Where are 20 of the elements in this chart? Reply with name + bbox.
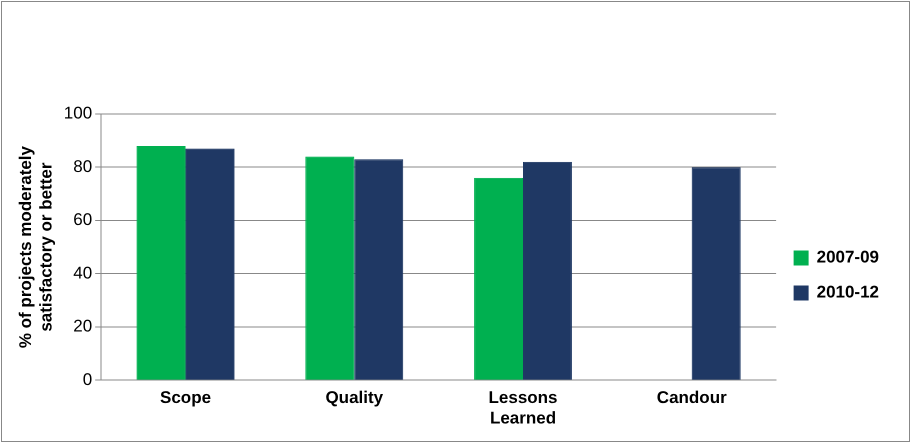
bar xyxy=(523,162,572,380)
bar xyxy=(474,178,524,380)
x-tick-label: Quality xyxy=(325,388,384,408)
y-tick-label: 0 xyxy=(82,370,92,389)
bar xyxy=(186,148,234,380)
legend-label: 2007-09 xyxy=(816,248,879,267)
bar xyxy=(692,167,741,380)
bar xyxy=(354,159,404,380)
y-tick-label: 80 xyxy=(73,156,92,176)
y-tick-label: 20 xyxy=(73,316,92,336)
x-tick-label: Lessons Learned xyxy=(488,388,558,428)
y-tick-label: 40 xyxy=(73,263,92,282)
legend-label: 2010-12 xyxy=(816,282,879,302)
y-axis-title: % of projects moderately satisfactory or better xyxy=(16,145,56,348)
x-tick-label: Candour xyxy=(656,388,728,408)
y-tick-label: 60 xyxy=(73,210,92,230)
x-tick-label: Scope xyxy=(160,388,212,408)
bar xyxy=(136,146,186,380)
bar xyxy=(305,156,354,380)
y-tick-label: 100 xyxy=(64,104,92,123)
